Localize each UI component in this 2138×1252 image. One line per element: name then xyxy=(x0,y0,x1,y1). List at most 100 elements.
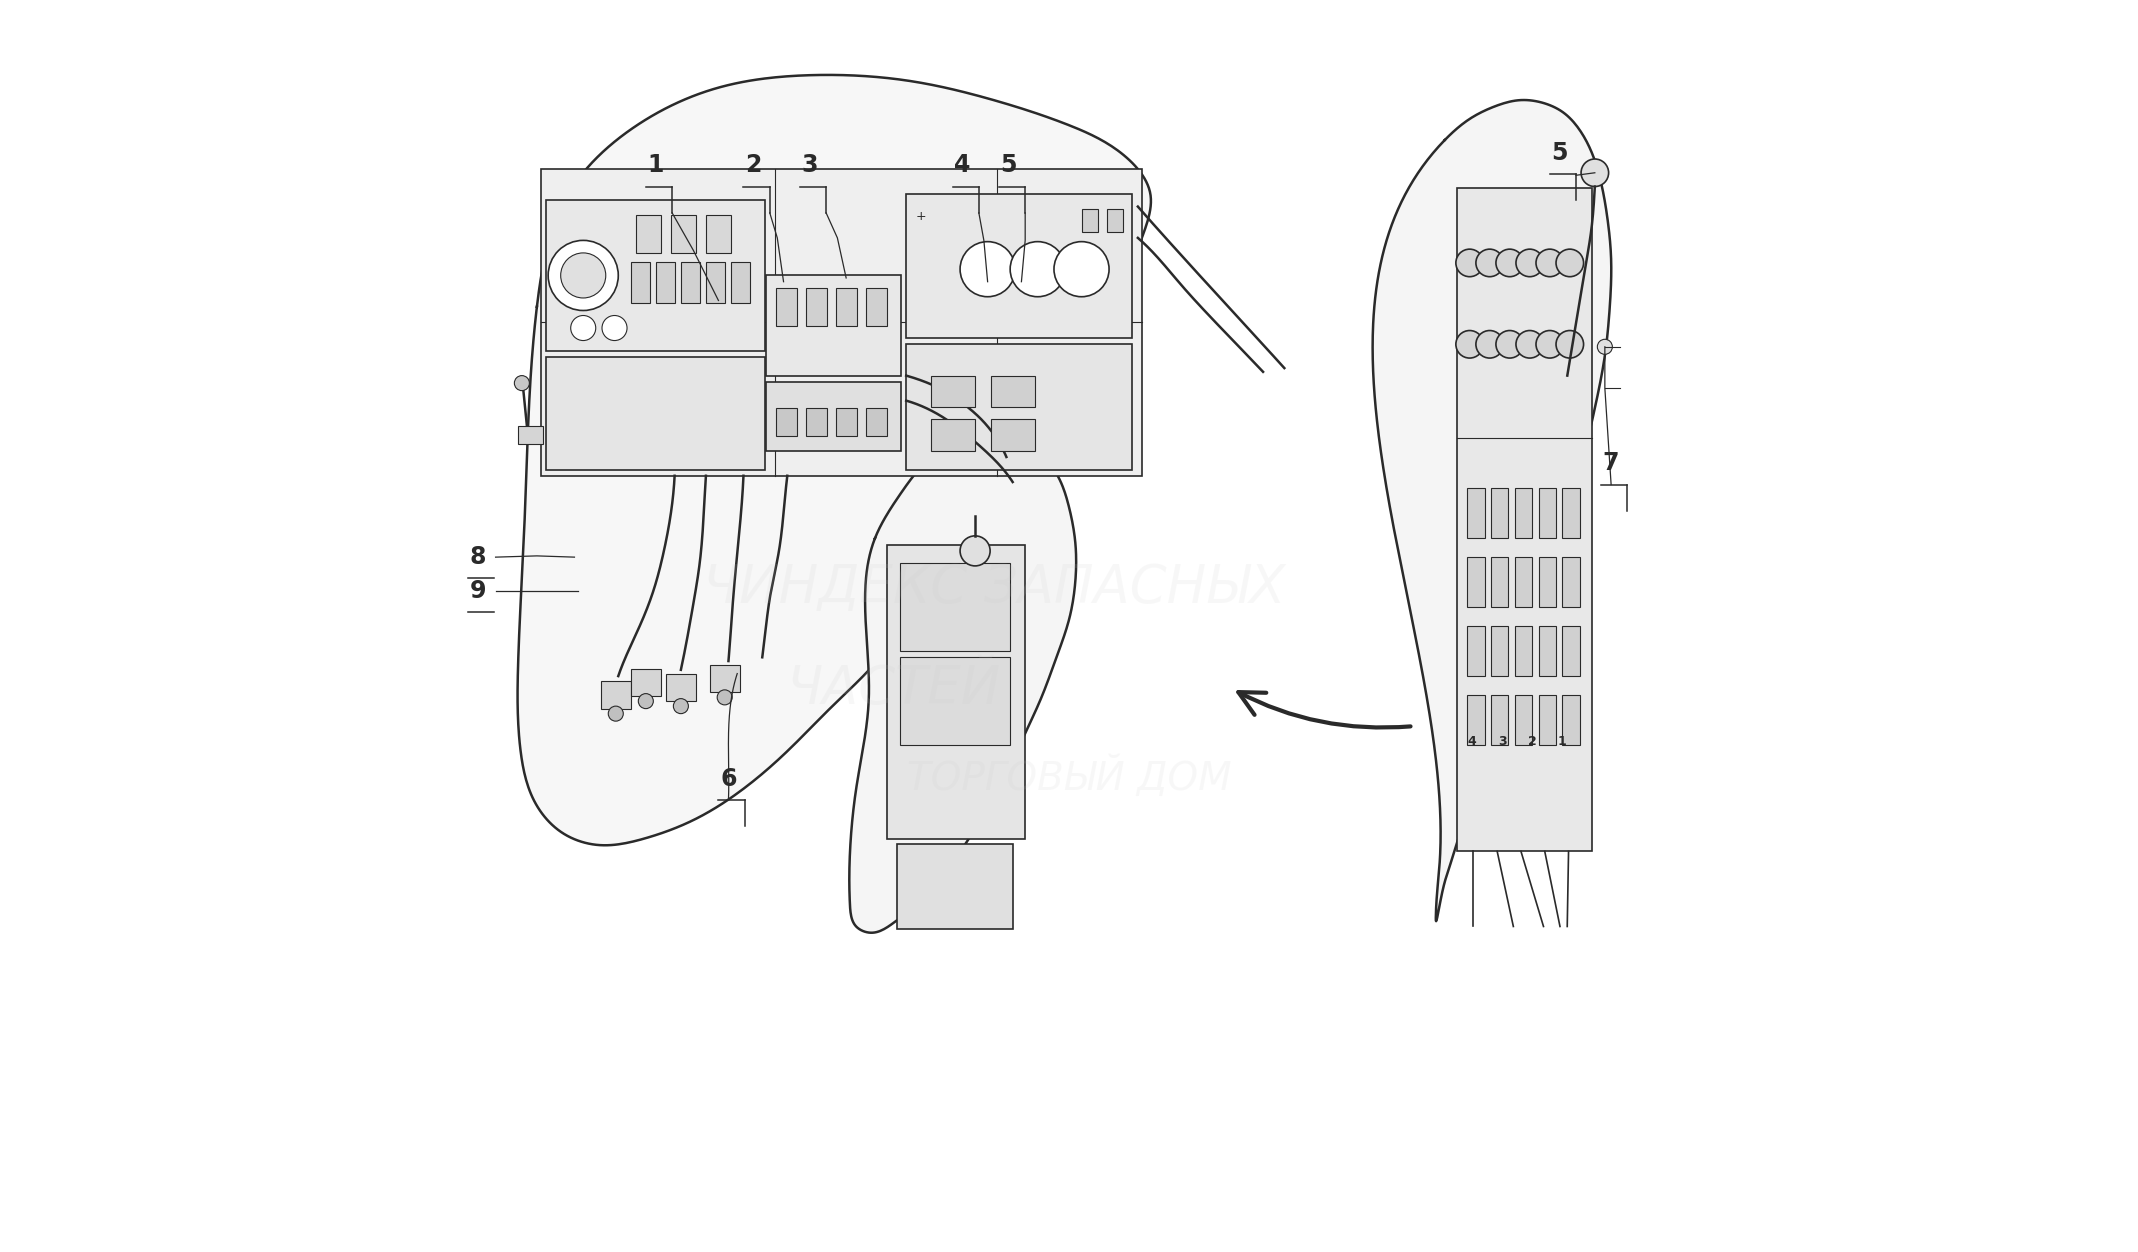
Circle shape xyxy=(1516,331,1544,358)
Circle shape xyxy=(960,536,990,566)
Text: 5: 5 xyxy=(1001,153,1018,178)
Bar xyxy=(1563,626,1580,676)
Bar xyxy=(680,262,699,303)
Bar xyxy=(1467,488,1484,538)
Bar xyxy=(1563,488,1580,538)
Bar xyxy=(887,545,1026,839)
Bar xyxy=(836,408,857,436)
Circle shape xyxy=(603,316,626,341)
Bar xyxy=(900,563,1009,651)
Circle shape xyxy=(1456,331,1484,358)
Bar xyxy=(656,262,676,303)
Circle shape xyxy=(609,706,624,721)
Text: 2: 2 xyxy=(1529,735,1537,747)
Bar xyxy=(635,215,661,253)
Text: +: + xyxy=(915,210,926,223)
Bar xyxy=(1490,695,1509,745)
Bar xyxy=(710,665,740,692)
Bar xyxy=(1514,695,1533,745)
Circle shape xyxy=(716,690,731,705)
Bar xyxy=(1539,695,1556,745)
Bar xyxy=(806,288,827,326)
Bar xyxy=(898,844,1013,929)
Bar xyxy=(907,344,1131,470)
Text: 1: 1 xyxy=(1559,735,1567,747)
Circle shape xyxy=(960,242,1016,297)
Text: 3: 3 xyxy=(802,153,819,178)
Bar xyxy=(1539,626,1556,676)
Bar xyxy=(671,215,695,253)
Polygon shape xyxy=(849,432,1075,933)
Text: ЧАСТЕЙ: ЧАСТЕЙ xyxy=(787,662,1001,715)
Bar xyxy=(1467,626,1484,676)
Bar xyxy=(776,408,797,436)
Circle shape xyxy=(1535,331,1563,358)
Circle shape xyxy=(1054,242,1110,297)
Circle shape xyxy=(639,694,654,709)
Circle shape xyxy=(1535,249,1563,277)
Bar xyxy=(765,382,902,451)
Bar xyxy=(836,288,857,326)
Text: 9: 9 xyxy=(470,578,485,603)
Bar xyxy=(806,408,827,436)
Polygon shape xyxy=(1373,100,1612,921)
Bar xyxy=(866,288,887,326)
Circle shape xyxy=(571,316,597,341)
Circle shape xyxy=(1556,249,1584,277)
Text: 8: 8 xyxy=(470,545,485,570)
Text: 6: 6 xyxy=(721,766,738,791)
Bar xyxy=(932,376,975,407)
Bar xyxy=(1467,695,1484,745)
Bar xyxy=(866,408,887,436)
Bar xyxy=(1539,557,1556,607)
Bar xyxy=(900,657,1009,745)
Circle shape xyxy=(1456,249,1484,277)
Circle shape xyxy=(1497,331,1524,358)
Circle shape xyxy=(1475,249,1503,277)
Text: 2: 2 xyxy=(746,153,761,178)
Bar xyxy=(1458,188,1593,851)
Text: 1: 1 xyxy=(648,153,665,178)
Bar xyxy=(545,357,765,470)
Text: 5: 5 xyxy=(1552,140,1567,165)
Polygon shape xyxy=(517,75,1150,845)
Circle shape xyxy=(560,253,605,298)
Bar xyxy=(1107,209,1122,232)
Text: ЧИНДЕКС ЗАПАСНЫХ: ЧИНДЕКС ЗАПАСНЫХ xyxy=(703,562,1285,615)
Circle shape xyxy=(1009,242,1065,297)
Bar xyxy=(765,275,902,376)
Bar xyxy=(1490,626,1509,676)
Bar xyxy=(631,669,661,696)
Bar xyxy=(1490,488,1509,538)
Bar xyxy=(1514,626,1533,676)
Bar xyxy=(1514,557,1533,607)
Bar xyxy=(1563,695,1580,745)
Bar xyxy=(706,262,725,303)
Bar xyxy=(517,426,543,444)
Circle shape xyxy=(1516,249,1544,277)
Bar xyxy=(932,419,975,451)
Circle shape xyxy=(515,376,530,391)
Bar xyxy=(731,262,750,303)
Bar xyxy=(665,674,695,701)
Bar xyxy=(1467,557,1484,607)
Text: 3: 3 xyxy=(1499,735,1507,747)
Bar xyxy=(1563,557,1580,607)
Bar xyxy=(631,262,650,303)
Bar xyxy=(1539,488,1556,538)
Bar xyxy=(992,419,1035,451)
Text: 4: 4 xyxy=(1469,735,1477,747)
Circle shape xyxy=(1597,339,1612,354)
Bar xyxy=(541,169,1142,476)
Circle shape xyxy=(547,240,618,310)
Bar xyxy=(545,200,765,351)
Bar xyxy=(907,194,1131,338)
Text: ТОРГОВЫЙ ДОМ: ТОРГОВЫЙ ДОМ xyxy=(907,755,1231,798)
Bar xyxy=(601,681,631,709)
Circle shape xyxy=(1497,249,1524,277)
Bar xyxy=(1490,557,1509,607)
Bar xyxy=(992,376,1035,407)
Circle shape xyxy=(673,699,688,714)
Circle shape xyxy=(1556,331,1584,358)
Circle shape xyxy=(1582,159,1608,187)
